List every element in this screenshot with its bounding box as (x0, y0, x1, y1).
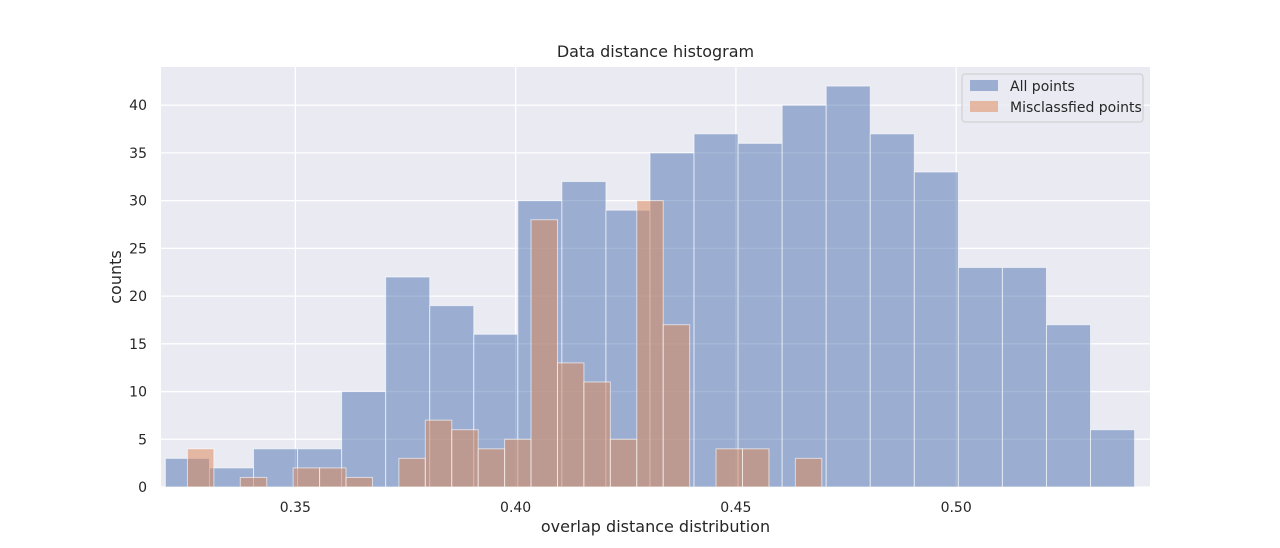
bar-misclassified-points (451, 429, 479, 488)
chart-title: Data distance histogram (557, 42, 754, 61)
bar-all-points (825, 85, 871, 488)
bar-misclassified-points (583, 381, 611, 488)
x-tick-label: 0.50 (941, 500, 972, 516)
series-misclassified-points (186, 200, 823, 488)
bar-misclassified-points (186, 448, 215, 488)
bar-all-points (869, 133, 915, 488)
bar-all-points (385, 276, 431, 488)
bar-all-points (1090, 429, 1136, 488)
bar-all-points (913, 171, 959, 488)
bar-misclassified-points (636, 200, 664, 488)
y-tick-label: 30 (129, 194, 147, 210)
y-axis-ticks: 0 5 10 15 20 25 30 35 40 (129, 98, 147, 496)
legend-swatch-all-points (970, 80, 998, 91)
y-tick-label: 25 (129, 241, 147, 257)
bar-all-points (341, 391, 387, 488)
bar-all-points (781, 104, 827, 488)
y-tick-label: 20 (129, 289, 147, 305)
bar-misclassified-points (504, 438, 532, 488)
bar-misclassified-points (794, 457, 823, 488)
bar-misclassified-points (609, 438, 638, 488)
legend: All points Misclassfied points (961, 73, 1144, 123)
bar-misclassified-points (662, 324, 691, 488)
y-tick-label: 10 (129, 385, 147, 401)
bar-all-points (693, 133, 739, 488)
bar-all-points (737, 142, 783, 488)
legend-label-all-points: All points (1010, 79, 1075, 95)
x-tick-label: 0.40 (500, 500, 531, 516)
bar-misclassified-points (556, 362, 585, 488)
y-tick-label: 40 (129, 98, 147, 114)
bar-misclassified-points (424, 419, 453, 488)
y-tick-label: 15 (129, 337, 147, 353)
x-tick-label: 0.45 (720, 500, 751, 516)
bar-misclassified-points (477, 448, 506, 488)
bar-misclassified-points (742, 448, 770, 488)
legend-label-misclassified-points: Misclassfied points (1010, 100, 1142, 116)
bar-misclassified-points (398, 457, 426, 488)
y-axis-label: counts (106, 250, 125, 303)
y-tick-label: 5 (138, 432, 147, 448)
legend-swatch-misclassified-points (970, 101, 998, 112)
x-axis-ticks: 0.35 0.40 0.45 0.50 (280, 500, 972, 516)
bar-misclassified-points (715, 448, 744, 488)
bar-misclassified-points (530, 219, 558, 488)
bar-misclassified-points (319, 467, 347, 488)
bar-all-points (957, 266, 1003, 488)
bar-all-points (1001, 266, 1047, 488)
bar-misclassified-points (239, 476, 268, 488)
x-tick-label: 0.35 (280, 500, 311, 516)
legend-box (961, 73, 1144, 123)
bar-misclassified-points (345, 476, 373, 488)
x-axis-label: overlap distance distribution (541, 517, 770, 536)
y-tick-label: 0 (138, 480, 147, 496)
bar-misclassified-points (292, 467, 321, 488)
bar-all-points (1045, 324, 1092, 488)
y-tick-label: 35 (129, 146, 147, 162)
